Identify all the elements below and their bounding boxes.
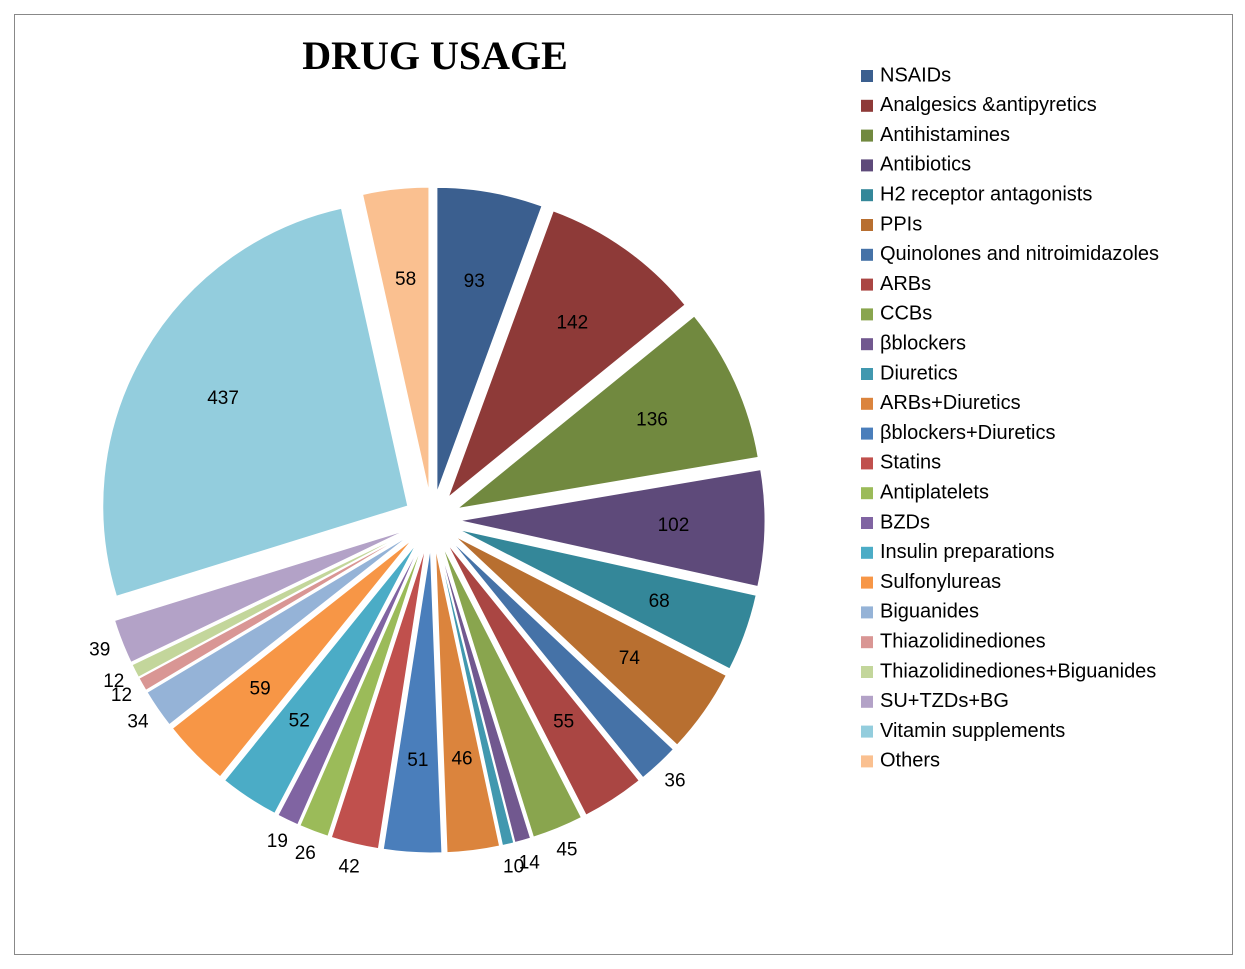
- pie-slice: [446, 543, 640, 816]
- legend-swatch: [861, 427, 873, 440]
- pie-slice: [146, 535, 410, 726]
- legend-label: H2 receptor antagonists: [880, 183, 1092, 205]
- legend-label: Others: [880, 750, 940, 772]
- pie-slice: [382, 547, 443, 854]
- legend-label: Antihistamines: [880, 124, 1010, 146]
- data-label: 34: [127, 711, 149, 732]
- legend-label: Analgesics &antipyretics: [880, 94, 1097, 116]
- data-label: 142: [556, 312, 588, 333]
- pie-slice: [330, 547, 426, 850]
- pie-slice: [447, 210, 686, 499]
- data-label: 12: [103, 671, 124, 692]
- legend-label: ARBs+Diuretics: [880, 392, 1021, 414]
- legend-swatch: [861, 576, 873, 589]
- legend-label: BZDs: [880, 511, 930, 533]
- legend-label: Insulin preparations: [880, 541, 1055, 563]
- legend-swatch: [861, 666, 873, 678]
- legend-label: Thiazolidinediones: [880, 630, 1046, 652]
- data-label: 10: [503, 857, 524, 878]
- legend-label: Statins: [880, 452, 941, 474]
- data-label: 39: [89, 640, 110, 661]
- legend-swatch: [861, 338, 873, 351]
- legend-swatch: [861, 219, 873, 231]
- pie-slice: [458, 529, 757, 670]
- legend-swatch: [861, 129, 873, 142]
- data-label: 102: [658, 515, 690, 536]
- legend-label: Vitamin supplements: [880, 720, 1065, 742]
- data-label: 59: [250, 679, 271, 700]
- pie-slice: [113, 529, 407, 664]
- legend-label: SU+TZDs+BG: [880, 690, 1009, 712]
- legend-swatch: [861, 457, 873, 470]
- legend-swatch: [861, 99, 873, 112]
- data-label: 42: [339, 856, 360, 877]
- legend-swatch: [861, 368, 873, 380]
- data-label: 68: [649, 591, 670, 612]
- data-label: 437: [207, 388, 239, 409]
- legend-swatch: [861, 159, 873, 172]
- data-label: 36: [664, 771, 685, 792]
- data-label: 55: [553, 711, 574, 732]
- pie-slice: [436, 186, 543, 493]
- pie-slice: [277, 545, 421, 826]
- legend-label: Diuretics: [880, 362, 958, 384]
- legend-label: Sulfonylureas: [880, 571, 1001, 593]
- data-label: 14: [519, 853, 541, 874]
- legend-swatch: [861, 695, 873, 708]
- legend-label: Antiplatelets: [880, 481, 989, 503]
- pie-slice: [224, 543, 418, 815]
- data-label: 52: [289, 711, 310, 732]
- legend-label: Antibiotics: [880, 154, 971, 176]
- legend-label: NSAIDs: [880, 64, 951, 86]
- legend-swatch: [861, 517, 873, 529]
- legend-label: CCBs: [880, 303, 932, 325]
- pie-slice: [439, 546, 532, 844]
- legend-swatch: [861, 755, 873, 768]
- pie-slice: [434, 547, 501, 854]
- data-label: 19: [267, 831, 288, 852]
- legend-swatch: [861, 70, 873, 82]
- data-label: 12: [111, 685, 132, 706]
- pie-slice: [454, 535, 727, 746]
- data-label: 45: [556, 840, 577, 861]
- pie-slice: [138, 533, 408, 691]
- legend-label: Quinolones and nitroimidazoles: [880, 243, 1159, 265]
- pie-slice: [450, 540, 675, 779]
- legend-swatch: [861, 487, 873, 500]
- legend-label: ARBs: [880, 273, 931, 295]
- pie-slice: [361, 186, 430, 493]
- legend-swatch: [861, 397, 873, 410]
- legend-swatch: [861, 606, 873, 619]
- data-label: 74: [619, 648, 641, 669]
- data-label: 136: [636, 409, 668, 430]
- data-label: 46: [451, 749, 472, 770]
- legend-swatch: [861, 636, 873, 649]
- legend-swatch: [861, 278, 873, 291]
- pie-slice: [455, 315, 759, 510]
- legend-swatch: [861, 546, 873, 559]
- chart-title: DRUG USAGE: [302, 33, 568, 78]
- legend-swatch: [861, 725, 873, 738]
- pie-slice: [437, 547, 515, 847]
- legend-label: βblockers+Diuretics: [880, 422, 1055, 444]
- pie-slice: [459, 469, 766, 588]
- legend-label: βblockers: [880, 332, 966, 354]
- data-label: 58: [395, 269, 416, 290]
- legend-swatch: [861, 189, 873, 202]
- legend-label: Thiazolidinediones+Biguanides: [880, 660, 1156, 682]
- pie-slice: [442, 545, 583, 838]
- pie-slice: [102, 207, 409, 597]
- legend-label: PPIs: [880, 213, 922, 235]
- legend-label: Biguanides: [880, 601, 979, 623]
- pie-slice: [171, 539, 413, 778]
- data-label: 26: [295, 843, 316, 864]
- data-label: 93: [464, 271, 485, 292]
- legend-swatch: [861, 308, 873, 321]
- legend-swatch: [861, 248, 873, 261]
- data-label: 51: [407, 750, 428, 771]
- pie-slice: [299, 545, 423, 837]
- pie-slice: [131, 532, 408, 678]
